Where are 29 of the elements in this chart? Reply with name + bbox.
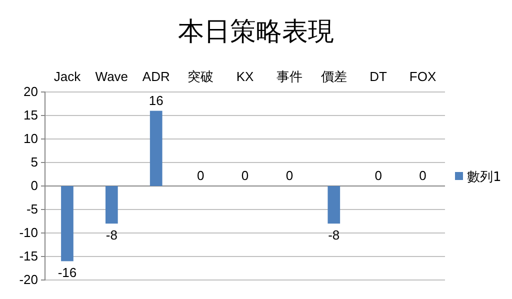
x-tick-label: ADR bbox=[142, 69, 170, 84]
y-tick-label: -15 bbox=[19, 248, 38, 264]
data-label: -16 bbox=[58, 265, 77, 280]
y-tick-label: 5 bbox=[30, 154, 38, 170]
y-tick-label: -5 bbox=[26, 202, 38, 217]
x-tick-label: Jack bbox=[54, 69, 82, 84]
y-tick-label: 10 bbox=[24, 131, 38, 146]
y-tick-label: 0 bbox=[30, 178, 38, 194]
x-tick-label: DT bbox=[370, 69, 388, 84]
data-label: 0 bbox=[419, 168, 426, 183]
data-label: 0 bbox=[286, 168, 294, 183]
x-tick-label: 突破 bbox=[188, 69, 214, 84]
y-tick-label: 15 bbox=[24, 108, 38, 123]
y-tick-label: -10 bbox=[19, 225, 38, 240]
x-tick-label: Wave bbox=[95, 69, 128, 84]
x-tick-label: FOX bbox=[409, 69, 436, 84]
x-tick-label: 事件 bbox=[276, 69, 302, 84]
chart-title: 本日策略表現 bbox=[178, 17, 334, 47]
y-tick-label: -20 bbox=[19, 272, 38, 288]
data-label: 0 bbox=[374, 168, 382, 183]
x-tick-label: KX bbox=[236, 69, 254, 84]
data-label: 0 bbox=[241, 168, 249, 183]
data-label: 0 bbox=[196, 168, 204, 183]
data-label: 16 bbox=[148, 92, 164, 108]
x-tick-label: 價差 bbox=[320, 69, 347, 84]
data-label: -8 bbox=[328, 228, 340, 243]
legend-label: 數列1 bbox=[467, 170, 502, 185]
y-tick-label: 20 bbox=[24, 84, 38, 100]
data-label: -8 bbox=[106, 228, 118, 243]
